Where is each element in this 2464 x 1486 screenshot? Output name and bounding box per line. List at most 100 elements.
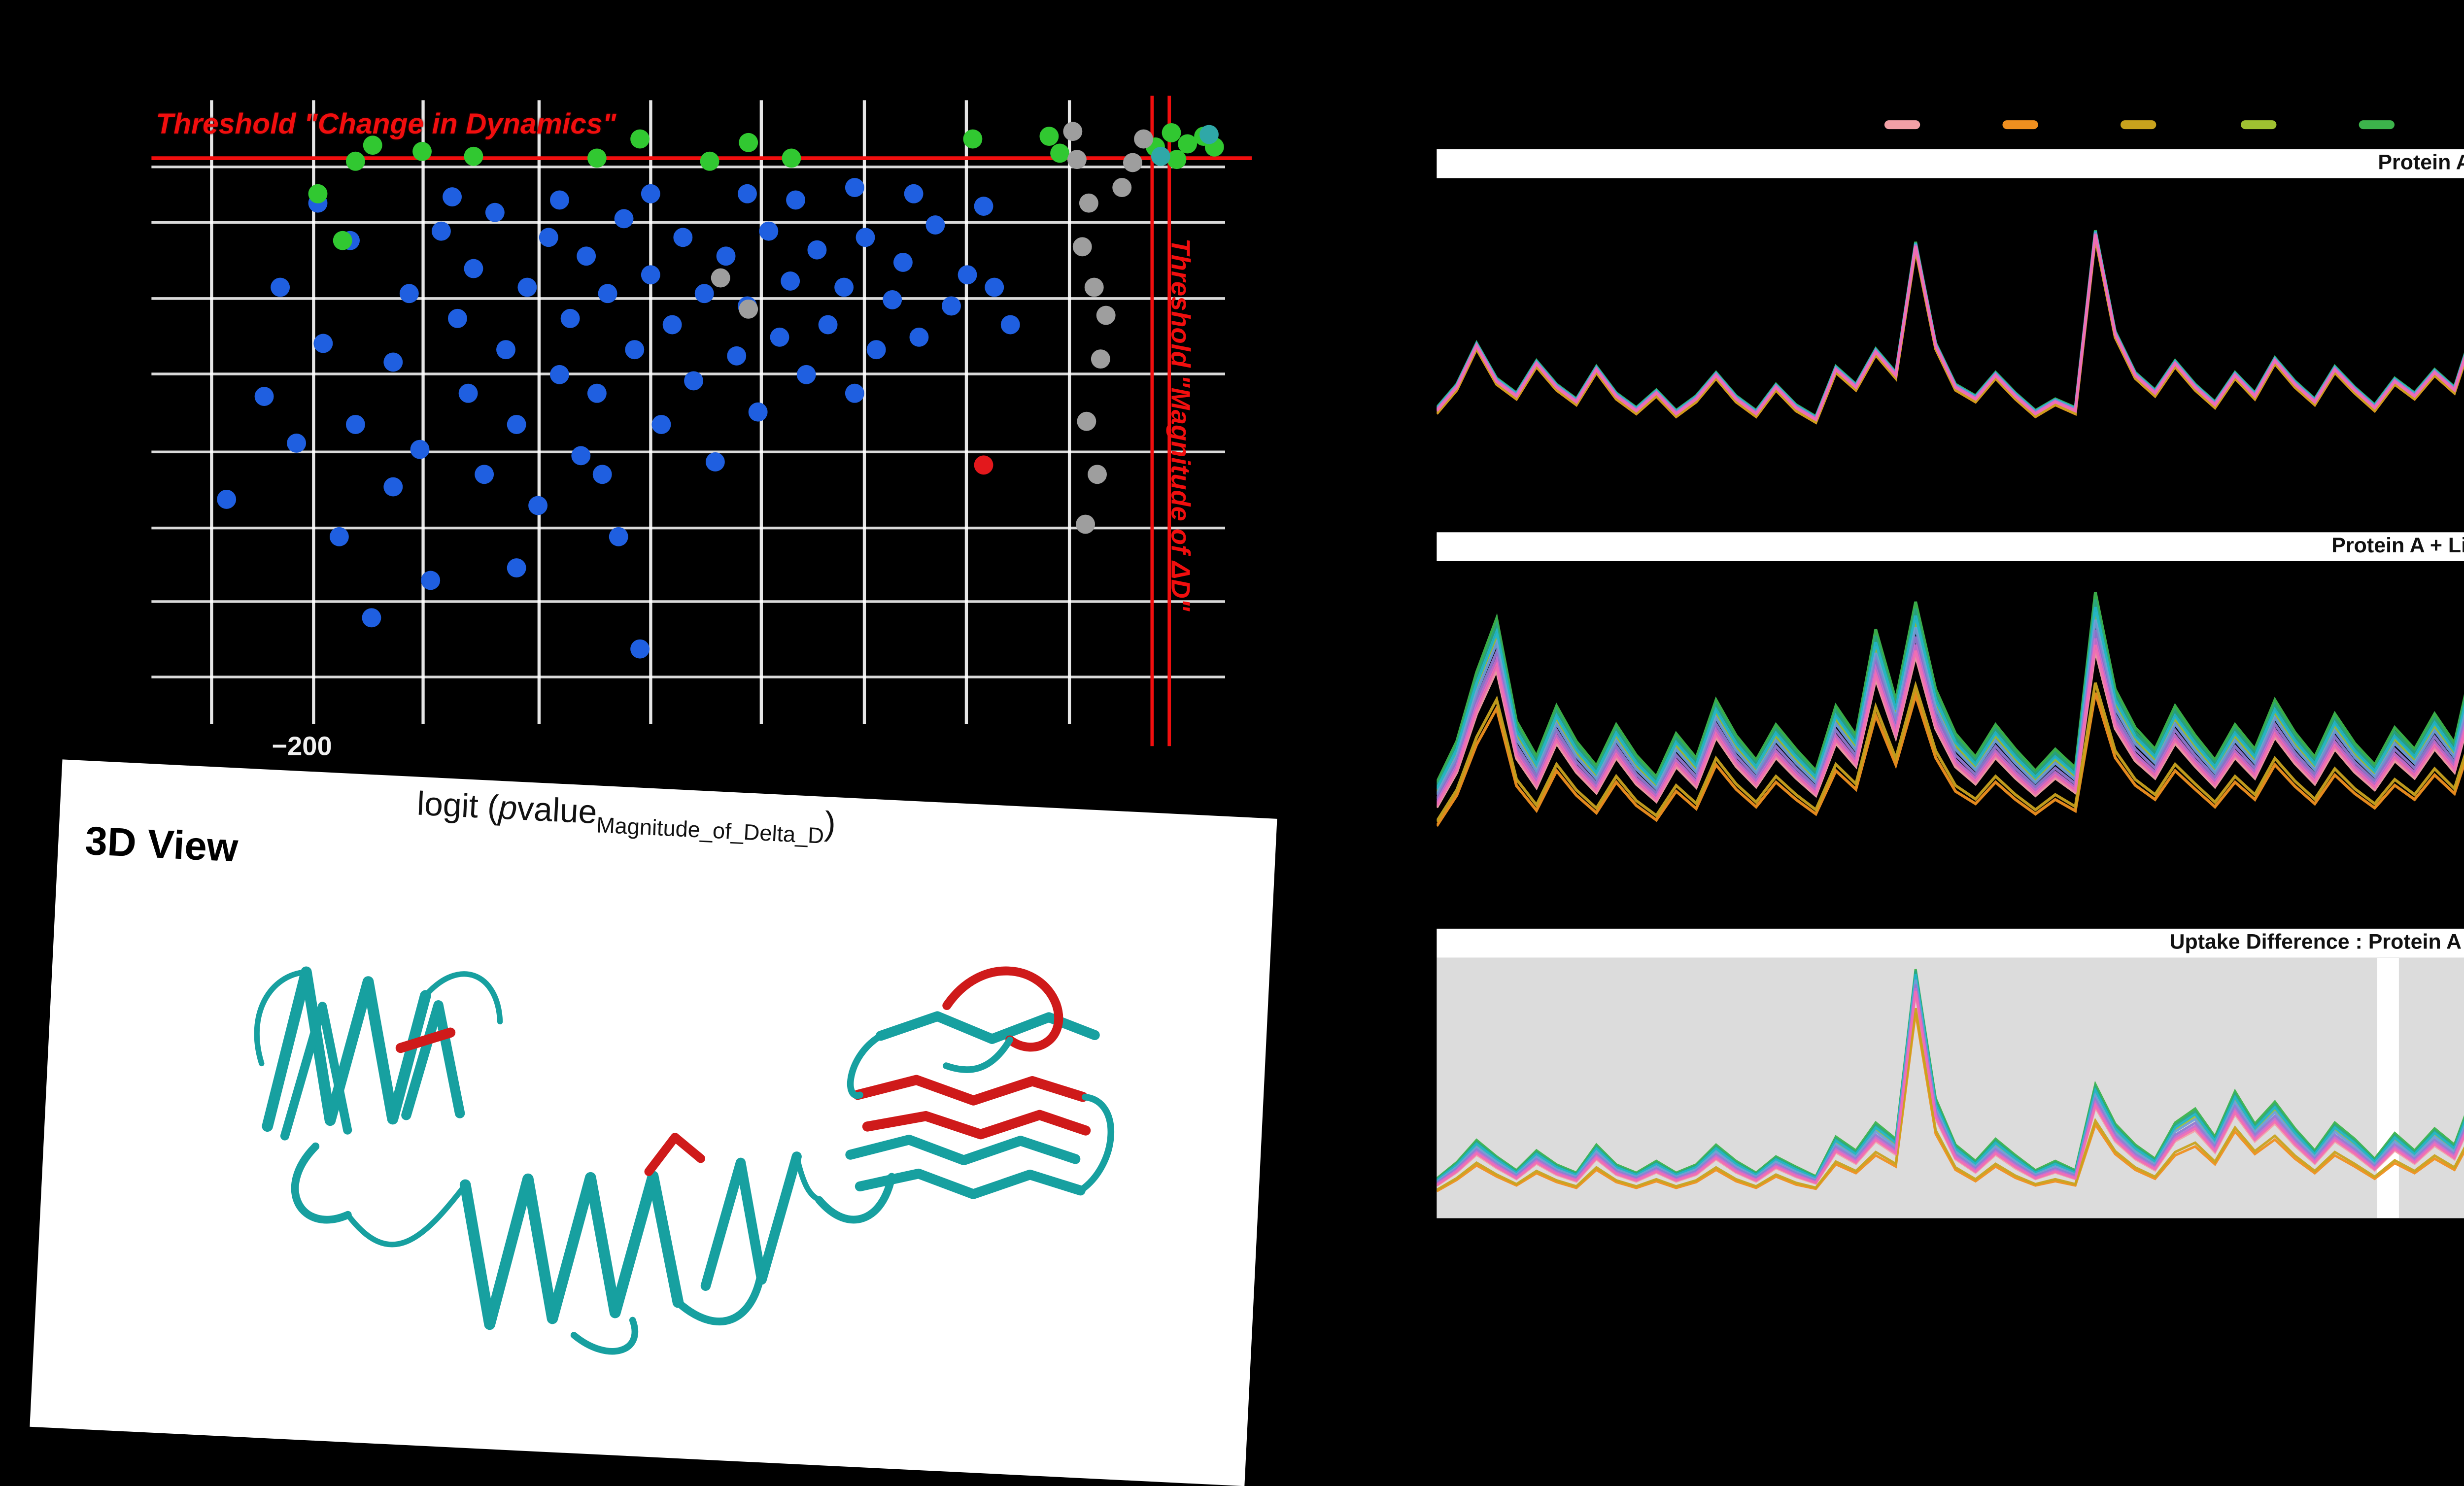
scatter-point-below-magnitude-threshold[interactable] (1096, 305, 1116, 325)
scatter-point-significant-change[interactable] (739, 133, 758, 152)
scatter-point-non-significant[interactable] (587, 383, 607, 403)
scatter-point-non-significant[interactable] (786, 190, 805, 210)
scatter-point-non-significant[interactable] (893, 253, 913, 272)
scatter-point-non-significant[interactable] (651, 415, 671, 434)
uptake-line-series-3[interactable] (1437, 1008, 2464, 1191)
scatter-point-significant-change[interactable] (333, 231, 352, 250)
uptake-line-series-2[interactable] (1437, 666, 2464, 827)
scatter-point-significant-change[interactable] (1162, 123, 1181, 142)
scatter-point-significant-change[interactable] (700, 151, 719, 171)
scatter-point-non-significant[interactable] (577, 246, 596, 266)
scatter-point-non-significant[interactable] (716, 246, 736, 266)
scatter-point-non-significant[interactable] (609, 527, 628, 546)
scatter-point-non-significant[interactable] (781, 271, 800, 291)
scatter-point-below-magnitude-threshold[interactable] (1134, 129, 1154, 149)
scatter-point-non-significant[interactable] (770, 327, 789, 347)
uptake-line-series-8[interactable] (1437, 979, 2464, 1183)
scatter-point-non-significant[interactable] (549, 190, 569, 210)
scatter-point-non-significant[interactable] (845, 178, 864, 198)
uptake-line-series-10[interactable] (1437, 234, 2464, 421)
scatter-point-non-significant[interactable] (475, 465, 494, 484)
scatter-point-non-significant[interactable] (684, 371, 703, 391)
scatter-point-non-significant[interactable] (845, 383, 864, 403)
scatter-point-non-significant[interactable] (539, 228, 558, 247)
uptake-chart-protein-a[interactable] (1437, 178, 2464, 512)
scatter-point-significant-change[interactable] (1050, 143, 1070, 163)
scatter-point-below-magnitude-threshold[interactable] (739, 299, 758, 319)
scatter-point-non-significant[interactable] (443, 187, 462, 207)
uptake-line-series-7[interactable] (1437, 231, 2464, 420)
scatter-point-non-significant[interactable] (383, 352, 403, 372)
scatter-point-non-significant[interactable] (641, 265, 660, 285)
scatter-point-below-magnitude-threshold[interactable] (1072, 237, 1092, 257)
scatter-point-below-magnitude-threshold[interactable] (1084, 277, 1104, 297)
scatter-point-below-magnitude-threshold[interactable] (1112, 178, 1132, 198)
uptake-line-series-1[interactable] (1437, 235, 2464, 422)
scatter-point-non-significant[interactable] (271, 277, 290, 297)
uptake-difference-chart[interactable] (1437, 957, 2464, 1218)
scatter-point-non-significant[interactable] (748, 402, 768, 422)
scatter-point-significant-change[interactable] (464, 146, 483, 166)
scatter-point-non-significant[interactable] (942, 296, 961, 316)
scatter-point-non-significant[interactable] (496, 340, 515, 360)
scatter-point-non-significant[interactable] (507, 415, 526, 434)
scatter-point-non-significant[interactable] (925, 215, 945, 235)
scatter-point-non-significant[interactable] (517, 277, 537, 297)
scatter-point-non-significant[interactable] (560, 308, 580, 328)
scatter-point-non-significant[interactable] (458, 383, 478, 403)
scatter-point-non-significant[interactable] (217, 489, 237, 509)
uptake-line-series-10[interactable] (1437, 599, 2464, 804)
scatter-point-cluster-teal[interactable] (1151, 146, 1170, 166)
scatter-point-cluster-teal[interactable] (1199, 125, 1219, 144)
scatter-point-non-significant[interactable] (834, 277, 854, 297)
scatter-point-below-magnitude-threshold[interactable] (1091, 349, 1110, 369)
uptake-line-series-11[interactable] (1437, 607, 2464, 807)
uptake-line-series-9[interactable] (1437, 233, 2464, 421)
scatter-point-non-significant[interactable] (958, 265, 977, 285)
scatter-point-non-significant[interactable] (598, 284, 617, 304)
scatter-point-non-significant[interactable] (329, 527, 349, 546)
scatter-point-below-magnitude-threshold[interactable] (711, 268, 730, 288)
uptake-line-series-7[interactable] (1437, 974, 2464, 1182)
scatter-point-below-magnitude-threshold[interactable] (1077, 411, 1096, 431)
uptake-line-series-11[interactable] (1437, 234, 2464, 422)
scatter-point-significant-change[interactable] (345, 151, 365, 171)
scatter-point-non-significant[interactable] (431, 221, 451, 241)
scatter-point-non-significant[interactable] (974, 197, 993, 216)
scatter-point-non-significant[interactable] (856, 228, 875, 247)
scatter-point-non-significant[interactable] (507, 558, 526, 578)
scatter-point-non-significant[interactable] (345, 415, 365, 434)
scatter-point-non-significant[interactable] (866, 340, 886, 360)
uptake-line-series-4[interactable] (1437, 231, 2464, 420)
scatter-point-significant-change[interactable] (782, 148, 801, 168)
scatter-point-significant-change[interactable] (1167, 150, 1187, 169)
scatter-point-non-significant[interactable] (630, 639, 650, 659)
scatter-point-non-significant[interactable] (614, 209, 634, 229)
uptake-line-series-6[interactable] (1437, 230, 2464, 419)
scatter-point-below-magnitude-threshold[interactable] (1063, 122, 1083, 141)
uptake-line-series-2[interactable] (1437, 238, 2464, 445)
scatter-point-significant-change[interactable] (412, 141, 432, 161)
uptake-line-series-3[interactable] (1437, 654, 2464, 823)
uptake-line-series-9[interactable] (1437, 588, 2464, 800)
scatter-point-non-significant[interactable] (1000, 315, 1020, 335)
scatter-point-non-significant[interactable] (362, 608, 381, 628)
scatter-point-non-significant[interactable] (883, 290, 902, 309)
scatter-point-significant-change[interactable] (1178, 134, 1198, 154)
uptake-line-series-11[interactable] (1437, 991, 2464, 1186)
scatter-point-non-significant[interactable] (738, 184, 757, 203)
scatter-point-non-significant[interactable] (485, 203, 505, 222)
scatter-point-non-significant[interactable] (410, 439, 430, 459)
scatter-point-non-significant[interactable] (705, 452, 725, 472)
scatter-point-non-significant[interactable] (464, 259, 483, 278)
uptake-line-series-8[interactable] (1437, 576, 2464, 796)
scatter-point-non-significant[interactable] (985, 277, 1004, 297)
uptake-chart-protein-a-ligand[interactable] (1437, 561, 2464, 902)
uptake-line-series-2[interactable] (1437, 1012, 2464, 1192)
scatter-point-non-significant[interactable] (796, 365, 816, 384)
scatter-point-below-magnitude-threshold[interactable] (1088, 465, 1107, 484)
scatter-point-non-significant[interactable] (528, 496, 548, 515)
scatter-point-significant-change[interactable] (1039, 127, 1059, 146)
scatter-point-below-magnitude-threshold[interactable] (1076, 514, 1095, 534)
scatter-point-non-significant[interactable] (447, 308, 467, 328)
